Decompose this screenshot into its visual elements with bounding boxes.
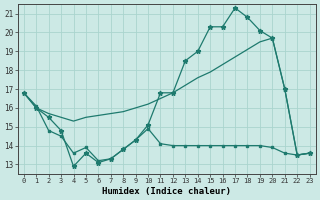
X-axis label: Humidex (Indice chaleur): Humidex (Indice chaleur) bbox=[102, 187, 231, 196]
